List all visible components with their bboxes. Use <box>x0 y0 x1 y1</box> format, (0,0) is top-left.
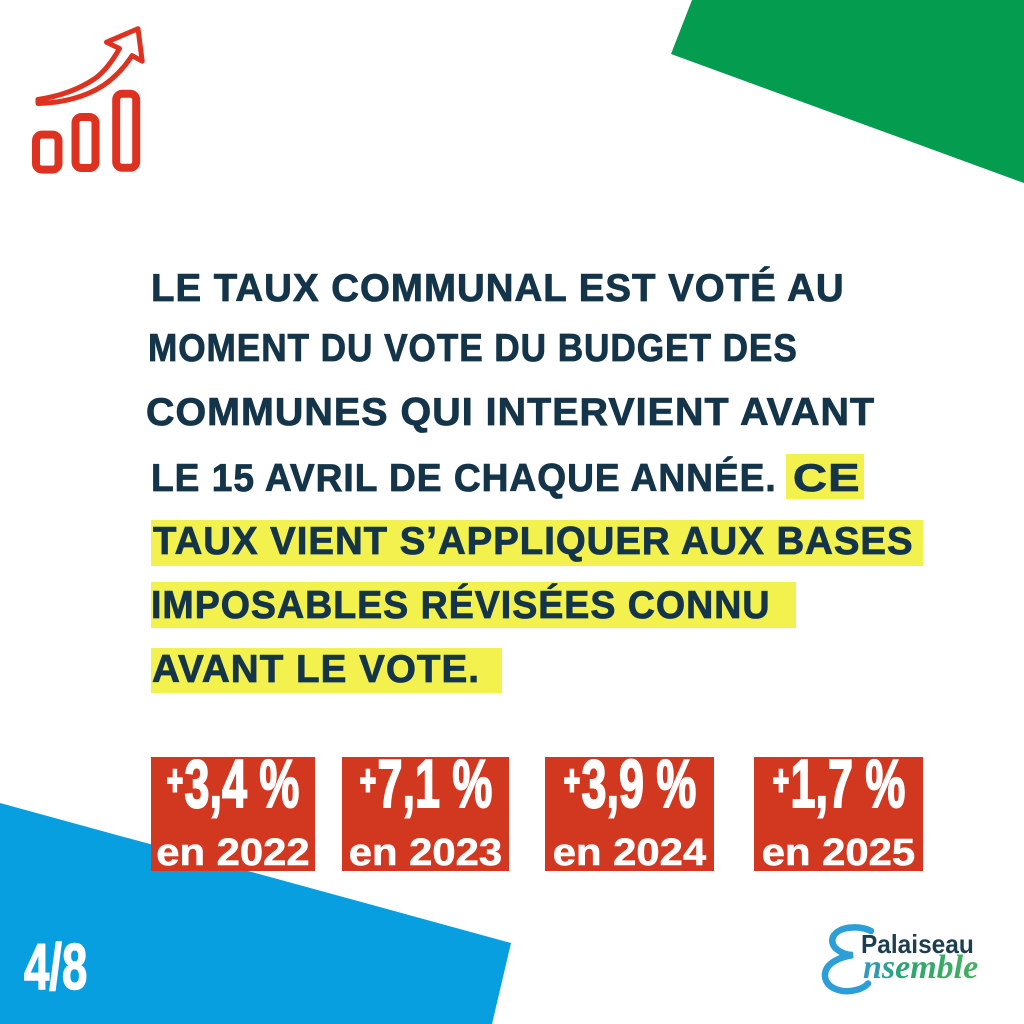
svg-text:nsemble: nsemble <box>863 949 978 986</box>
